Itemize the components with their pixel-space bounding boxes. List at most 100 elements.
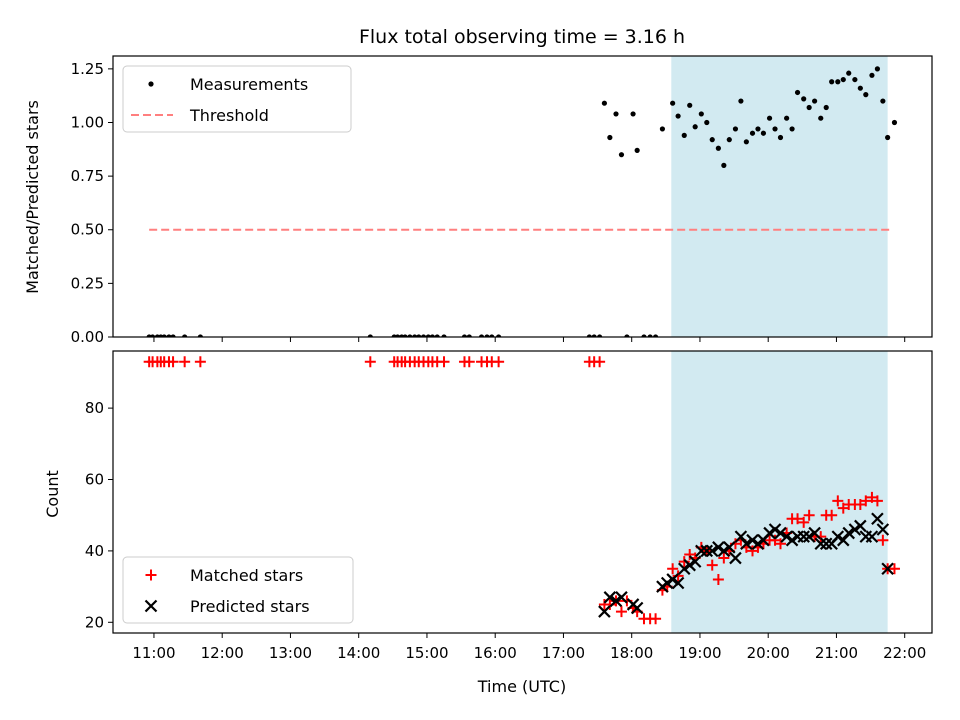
measurements-point bbox=[726, 137, 732, 143]
measurements-point bbox=[749, 130, 756, 136]
predicted-stars-point bbox=[763, 526, 776, 540]
measurements-point bbox=[891, 119, 898, 126]
matched-stars-point bbox=[179, 356, 191, 368]
predicted-stars-point bbox=[615, 591, 628, 604]
measurements-point bbox=[395, 334, 401, 337]
measurements-point bbox=[789, 126, 795, 132]
measurements-point bbox=[613, 111, 619, 117]
measurements-point bbox=[869, 72, 875, 78]
measurements-point bbox=[806, 104, 812, 111]
measurements-point bbox=[670, 100, 676, 106]
matched-stars-point bbox=[678, 556, 690, 568]
predicted-stars-point bbox=[700, 544, 714, 558]
count-panel: 20 40 60 80 11:00 12:00 13:00 14:00 15:00 16:00 17… bbox=[85, 350, 933, 662]
y-tick-label: 0.50 bbox=[71, 221, 104, 239]
measurements-point bbox=[484, 334, 490, 337]
matched-stars-point bbox=[438, 356, 450, 368]
x-tick-label: 14:00 bbox=[337, 644, 380, 662]
measurements-point bbox=[652, 334, 659, 337]
predicted-stars-point bbox=[865, 530, 879, 543]
matched-stars-point bbox=[194, 356, 206, 368]
measurements-point bbox=[863, 92, 869, 98]
measurements-point bbox=[743, 139, 749, 145]
predicted-stars-point bbox=[705, 544, 719, 558]
predicted-stars-point bbox=[671, 576, 685, 590]
measurements-point bbox=[412, 334, 418, 337]
measurements-point bbox=[630, 111, 636, 117]
matched-stars-point bbox=[826, 509, 838, 521]
matched-stars-point bbox=[860, 495, 872, 507]
y-tick-label: 40 bbox=[85, 542, 104, 560]
predicted-stars-point bbox=[677, 562, 691, 576]
measurements-point bbox=[874, 66, 881, 72]
measurements-point bbox=[738, 98, 744, 104]
measurements-point bbox=[420, 334, 427, 337]
predicted-stars-point bbox=[683, 558, 696, 572]
measurements-point bbox=[829, 79, 835, 85]
measurements-point bbox=[586, 334, 592, 337]
predicted-stars-point bbox=[780, 530, 793, 543]
matched-stars-point bbox=[712, 573, 724, 585]
measurements-point bbox=[812, 98, 818, 104]
measurements-point bbox=[823, 104, 829, 111]
measurements-point bbox=[634, 147, 640, 153]
predicted-stars-point bbox=[660, 576, 674, 590]
measurements-point bbox=[182, 334, 188, 337]
predicted-stars-point bbox=[768, 523, 782, 536]
matched-stars-point bbox=[364, 356, 376, 368]
matched-stars-point bbox=[615, 606, 627, 618]
matched-stars-point bbox=[798, 516, 810, 528]
measurements-point bbox=[597, 334, 603, 337]
predicted-stars-point bbox=[797, 530, 810, 543]
measurements-point bbox=[591, 334, 597, 337]
measurements-point bbox=[478, 334, 485, 337]
measurements-point bbox=[784, 115, 790, 121]
measurements-point bbox=[416, 334, 422, 337]
predicted-stars-point bbox=[876, 523, 890, 536]
measurements-point bbox=[766, 115, 773, 121]
predicted-stars-point bbox=[836, 533, 850, 547]
predicted-stars-point bbox=[666, 573, 679, 586]
measurements-point bbox=[647, 334, 653, 337]
measurements-point bbox=[704, 119, 710, 126]
predicted-stars-point bbox=[734, 530, 748, 543]
predicted-stars-legend-swatch bbox=[144, 599, 158, 613]
measurements-point bbox=[818, 115, 824, 121]
predicted-stars-point bbox=[819, 537, 833, 551]
measurements-point bbox=[367, 334, 373, 337]
measurements-point bbox=[675, 113, 681, 119]
x-tick-label: 15:00 bbox=[405, 644, 448, 662]
count-y-axis-label: Count bbox=[43, 470, 62, 518]
axes-frame bbox=[112, 350, 933, 634]
matched-stars-point bbox=[832, 495, 844, 507]
predicted-stars-point bbox=[717, 544, 731, 558]
measurements-point bbox=[709, 137, 715, 143]
measurements-point bbox=[441, 334, 447, 337]
measurements-point bbox=[659, 126, 666, 132]
measurements-point bbox=[681, 132, 687, 138]
x-tick-label: 18:00 bbox=[610, 644, 653, 662]
predicted-stars-point bbox=[598, 605, 611, 618]
measurements-point bbox=[687, 102, 693, 108]
predicted-stars-point bbox=[746, 533, 759, 547]
matched-stars-point bbox=[672, 570, 684, 582]
measurements-legend-label: Measurements bbox=[190, 75, 308, 94]
predicted-stars-point bbox=[814, 537, 828, 551]
predicted-stars-point bbox=[848, 523, 862, 536]
matched-stars-point bbox=[463, 356, 475, 368]
x-tick-label: 16:00 bbox=[474, 644, 517, 662]
measurements-point bbox=[161, 334, 167, 337]
predicted-stars-legend-label: Predicted stars bbox=[190, 597, 310, 616]
matched-stars-point bbox=[877, 534, 889, 546]
measurements-point bbox=[425, 334, 431, 337]
predicted-stars-point bbox=[630, 601, 644, 615]
legend-frame bbox=[122, 65, 352, 133]
matched-stars-point bbox=[167, 356, 179, 368]
predicted-stars-point bbox=[774, 526, 787, 540]
x-tick-label: 17:00 bbox=[542, 644, 585, 662]
predicted-stars-point bbox=[881, 562, 894, 576]
measurements-point bbox=[840, 76, 846, 83]
measurements-point bbox=[794, 89, 801, 96]
measurements-point bbox=[434, 334, 440, 337]
